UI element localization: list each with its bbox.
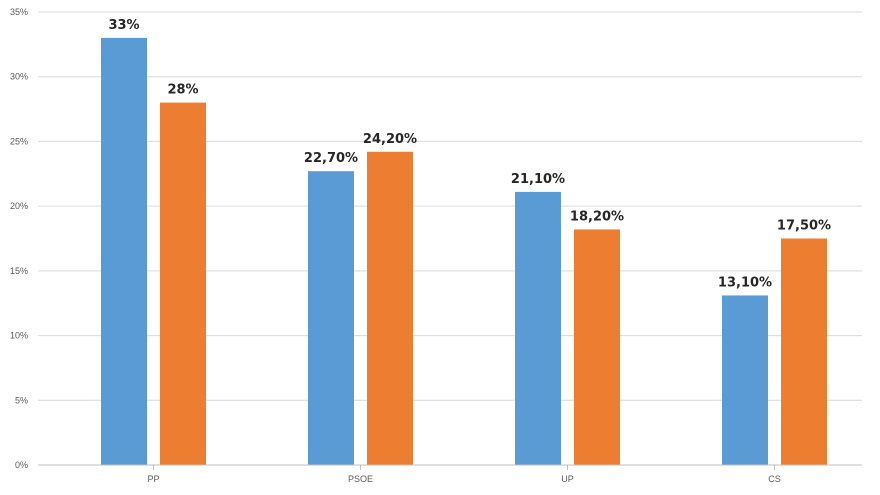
bar [781,238,827,465]
data-label: 28% [167,83,198,98]
bar [160,102,206,465]
y-tick-label: 35% [10,7,28,17]
bar [367,151,413,466]
y-tick-label: 25% [10,136,28,146]
y-tick-label: 20% [10,201,28,211]
data-label: 33% [108,18,139,33]
bar [574,229,620,465]
x-tick-label: UP [561,474,574,484]
y-tick-label: 15% [10,266,28,276]
bar [308,171,354,465]
bar [515,191,561,466]
data-label: 18,20% [570,209,624,224]
data-label: 13,10% [718,275,772,290]
y-tick-label: 0% [15,460,28,470]
data-labels: 33% 28% 22,70% 24,20% 21,10% 18,20% 13,10% 17,5… [108,18,831,291]
data-label: 22,70% [304,151,358,166]
data-label: 21,10% [511,172,565,187]
x-tick-label: CS [768,474,781,484]
data-label: 17,50% [777,219,831,234]
x-tick-label: PSOE [348,474,373,484]
data-label: 24,20% [363,132,417,147]
y-tick-label: 10% [10,331,28,341]
x-axis: PP PSOE UP CS [38,464,862,484]
bar [101,37,147,466]
y-tick-label: 30% [10,72,28,82]
bar [722,295,768,465]
y-axis: 0% 5% 10% 15% 20% 25% 30% 35% [10,7,28,470]
y-tick-label: 5% [15,395,28,405]
bars [101,37,827,466]
x-tick-label: PP [147,474,159,484]
